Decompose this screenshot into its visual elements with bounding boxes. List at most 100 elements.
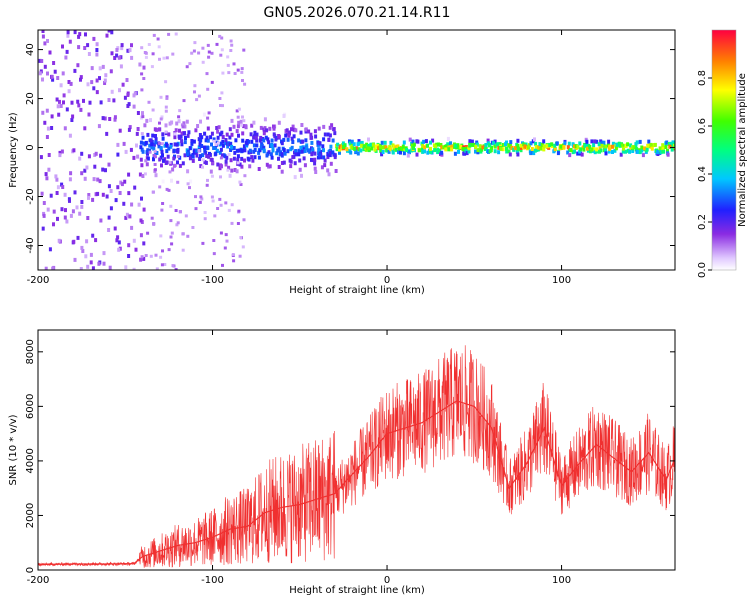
colorbar-tick-label: 0.2 [697,214,708,230]
heatmap-cell [79,77,82,82]
heatmap-cell [220,164,223,169]
heatmap-cell [154,137,158,142]
heatmap-cell [132,238,136,243]
spectrogram-xtick-label: -200 [27,275,50,286]
heatmap-cell [162,158,165,163]
heatmap-cell [505,149,509,154]
heatmap-cell [329,144,333,149]
heatmap-cell [149,118,152,123]
heatmap-cell [54,174,58,179]
heatmap-cell [128,214,132,219]
heatmap-cell [159,117,163,121]
heatmap-cell [59,104,63,108]
heatmap-cell [195,98,199,102]
heatmap-cell [548,143,552,147]
heatmap-cell [194,150,198,155]
heatmap-cell [614,146,618,151]
heatmap-cell [41,34,45,39]
heatmap-cell [658,146,662,151]
heatmap-cell [353,146,357,151]
heatmap-cell [133,91,137,96]
heatmap-cell [112,98,116,103]
heatmap-cell [118,128,122,133]
heatmap-cell [210,142,213,147]
heatmap-cell [70,118,74,122]
heatmap-cell [567,141,571,146]
heatmap-cell [212,139,216,143]
heatmap-cell [91,266,95,270]
heatmap-cell [673,143,675,148]
heatmap-cell [192,49,196,53]
heatmap-cell [188,62,192,66]
heatmap-cell [224,233,228,237]
heatmap-cell [210,131,214,136]
heatmap-cell [55,191,59,195]
heatmap-cell [475,140,479,145]
heatmap-cell [73,257,77,262]
heatmap-cell [516,152,520,157]
heatmap-cell [331,150,335,155]
heatmap-cell [135,131,139,136]
heatmap-cell [280,161,284,165]
heatmap-cell [101,116,105,121]
heatmap-cell [236,154,240,159]
heatmap-cell [624,149,627,154]
heatmap-cell [316,155,320,160]
heatmap-cell [228,173,232,178]
heatmap-cell [199,138,203,143]
heatmap-cell [259,135,263,140]
heatmap-cell [519,148,523,153]
snr-ytick-label: 8000 [25,339,36,364]
heatmap-cell [327,152,331,157]
heatmap-cell [263,117,267,122]
heatmap-cell [438,148,442,153]
heatmap-cell [429,146,432,151]
heatmap-cell [231,253,235,257]
heatmap-cell [666,152,670,157]
heatmap-cell [199,119,202,124]
heatmap-cell [212,239,216,242]
heatmap-cell [355,146,359,151]
heatmap-cell [650,146,654,151]
heatmap-cell [574,144,578,149]
heatmap-cell [297,152,301,157]
heatmap-cell [423,149,426,154]
heatmap-cell [218,34,222,38]
heatmap-cell [165,96,169,100]
heatmap-cell [72,239,76,244]
heatmap-cell [83,168,87,173]
heatmap-cell [77,45,81,50]
heatmap-cell [179,210,182,214]
heatmap-cell [113,226,117,231]
heatmap-cell [229,158,233,163]
heatmap-cell [227,165,231,170]
heatmap-cell [118,191,122,195]
heatmap-cell [223,246,227,250]
heatmap-cell [109,69,113,74]
heatmap-cell [252,143,256,148]
heatmap-cell [56,104,60,109]
heatmap-cell [634,144,638,149]
heatmap-cell [132,267,136,270]
heatmap-cell [39,155,43,160]
heatmap-cell [117,247,121,252]
heatmap-cell [242,119,246,123]
heatmap-cell [539,146,543,151]
heatmap-cell [290,145,294,150]
heatmap-cell [227,153,231,157]
heatmap-cell [148,150,152,154]
heatmap-cell [272,126,276,131]
heatmap-cell [154,253,158,257]
heatmap-cell [142,207,146,212]
heatmap-cell [87,52,91,56]
heatmap-cell [583,143,587,148]
heatmap-cell [153,127,157,132]
heatmap-cell [164,123,168,128]
heatmap-cell [145,162,149,167]
heatmap-cell [227,208,231,212]
heatmap-cell [367,146,370,151]
heatmap-cell [509,140,513,145]
heatmap-cell [99,218,103,223]
heatmap-cell [173,142,177,147]
heatmap-cell [151,108,155,112]
